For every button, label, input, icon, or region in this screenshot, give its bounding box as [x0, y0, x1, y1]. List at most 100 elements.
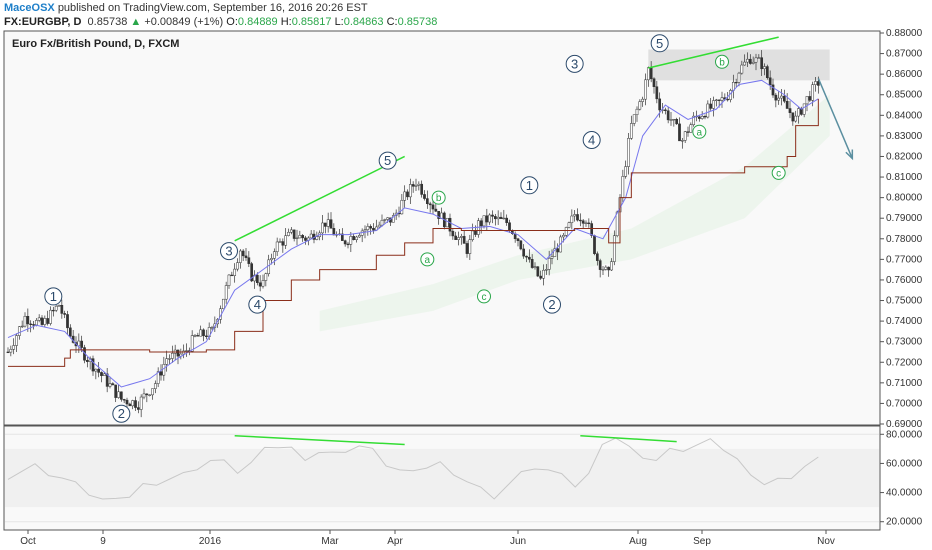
wave-label-2[interactable]: 2: [543, 295, 561, 314]
time-tick-label: Oct: [20, 536, 36, 547]
candle-body: [726, 98, 730, 101]
candle-body: [615, 211, 619, 237]
candle-body: [267, 259, 271, 274]
trendline[interactable]: [648, 36, 779, 69]
chart-header: MaceOSX published on TradingView.com, Se…: [4, 2, 929, 30]
candle-body: [298, 235, 302, 239]
blue-moving-average: [7, 79, 819, 388]
wave-label-1[interactable]: 1: [520, 176, 539, 195]
candle-body: [457, 237, 460, 240]
wave-label-4[interactable]: 4: [248, 295, 267, 314]
candle-body: [743, 61, 747, 66]
candle-body: [678, 123, 681, 142]
candle-body: [199, 329, 203, 337]
candle-body: [148, 394, 152, 396]
candle-body: [119, 391, 123, 400]
wave-label-2[interactable]: 2: [112, 404, 131, 423]
candle-body: [420, 183, 424, 195]
candle-body: [641, 98, 645, 102]
chart-title: Euro Fx/British Pound, D, FXCM: [12, 38, 179, 50]
wave-number: 4: [254, 297, 261, 312]
candle-body: [601, 269, 605, 271]
candle-body: [355, 236, 358, 240]
candle-body: [227, 274, 231, 286]
close-label: C:: [386, 16, 398, 28]
candle-body: [85, 360, 89, 362]
candle-body: [80, 340, 84, 348]
candle-body: [675, 118, 679, 125]
wave-label-3[interactable]: 3: [220, 242, 238, 261]
candle-body: [525, 255, 528, 258]
candle-body: [584, 222, 588, 224]
candle-body: [326, 219, 330, 227]
price-tick-label: 0.69000: [886, 419, 923, 430]
candle-body: [768, 77, 772, 86]
price-axis[interactable]: 0.88000 0.87000 0.86000 0.85000 0.84000 0.830…: [880, 28, 923, 430]
wave-letter-a[interactable]: a: [420, 252, 435, 267]
candle-body: [270, 258, 273, 261]
candle-body: [383, 219, 387, 221]
wave-circle: [520, 176, 539, 195]
candle-body: [281, 241, 285, 246]
wave-number: 3: [571, 56, 578, 71]
candle-body: [315, 236, 319, 240]
candle-body: [417, 183, 421, 186]
candle-body: [542, 269, 545, 279]
candle-body: [97, 368, 101, 373]
wave-number: 2: [118, 406, 125, 421]
author-link[interactable]: MaceOSX: [4, 2, 55, 14]
time-axis[interactable]: Oct 9 2016 Mar Apr Jun Aug Sep Nov: [20, 530, 835, 547]
rsi-axis[interactable]: 80.0000 60.0000 40.0000 20.0000: [880, 429, 923, 528]
candle-body: [20, 325, 24, 328]
projection-arrow[interactable]: [817, 77, 854, 159]
open-value: 0.84889: [237, 16, 278, 28]
candle-body: [536, 266, 540, 277]
candle-body: [734, 81, 738, 84]
wave-letter-b[interactable]: b: [431, 190, 446, 205]
wave-label-5[interactable]: 5: [650, 34, 669, 53]
wave-label-3[interactable]: 3: [565, 54, 584, 73]
rsi-divergence-line[interactable]: [580, 434, 677, 443]
wave-letter-c[interactable]: c: [771, 165, 786, 180]
trendline[interactable]: [234, 155, 406, 242]
wave-circle: [543, 295, 561, 314]
wave-circle: [420, 252, 435, 267]
wave-label-4[interactable]: 4: [582, 131, 601, 150]
wave-letter: b: [436, 193, 442, 204]
candle-body: [499, 216, 503, 219]
candle-body: [672, 118, 676, 121]
rsi-layer: [7, 434, 819, 500]
wave-label-1[interactable]: 1: [44, 287, 63, 306]
candle-body: [522, 248, 526, 257]
ichimoku-cloud: [319, 94, 830, 332]
candle-body: [488, 214, 492, 223]
wave-circle: [771, 165, 786, 180]
price-tick-label: 0.85000: [886, 90, 923, 101]
last-price: 0.85738: [87, 16, 128, 28]
candle-body: [553, 248, 557, 257]
candle-body: [590, 223, 594, 236]
candle-body: [785, 100, 789, 109]
candle-body: [530, 259, 534, 268]
candle-body: [6, 351, 10, 354]
price-tick-label: 0.72000: [886, 357, 923, 368]
price-tick-label: 0.83000: [886, 131, 923, 142]
price-tick-label: 0.82000: [886, 151, 923, 162]
wave-letter: a: [697, 127, 703, 138]
time-tick-label: Jun: [510, 536, 526, 547]
wave-letter-a[interactable]: a: [692, 124, 707, 139]
candle-body: [304, 237, 307, 241]
wave-letter-b[interactable]: b: [715, 54, 729, 69]
price-tick-label: 0.71000: [886, 378, 923, 389]
header-line-2: FX:EURGBP, D 0.85738 ▲ +0.00849 (+1%) O:…: [4, 16, 929, 29]
candle-body: [125, 399, 129, 405]
candle-body: [811, 84, 815, 101]
candle-body: [321, 222, 324, 234]
candle-body: [658, 98, 662, 111]
rsi-divergence-line[interactable]: [234, 434, 405, 446]
wave-label-5[interactable]: 5: [378, 151, 397, 170]
candle-body: [578, 219, 582, 222]
candles-layer: [6, 50, 820, 418]
wave-letter-c[interactable]: c: [477, 289, 491, 304]
